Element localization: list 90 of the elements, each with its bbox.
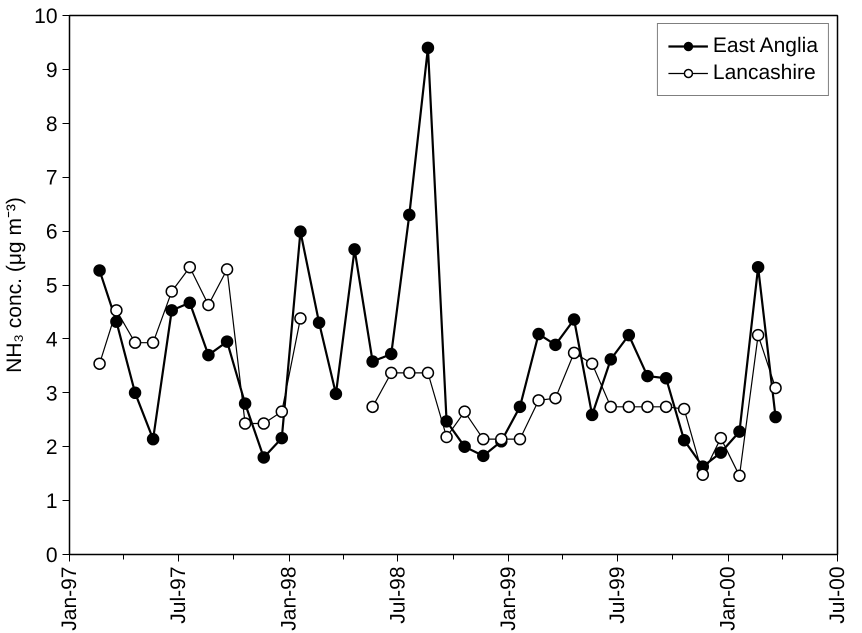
point — [146, 336, 160, 349]
point — [93, 357, 106, 370]
y-tick-label: 0 — [46, 544, 58, 567]
point — [366, 400, 379, 414]
point — [514, 400, 526, 414]
point — [514, 432, 526, 446]
y-tick-label: 3 — [46, 382, 58, 406]
point — [568, 346, 580, 360]
point — [422, 42, 434, 54]
point — [220, 263, 234, 276]
x-tick-label: Jul-98 — [386, 566, 410, 624]
point — [458, 405, 471, 418]
x-tick-label: Jan-99 — [497, 566, 520, 631]
point — [202, 348, 215, 362]
point — [622, 328, 636, 342]
point — [477, 450, 490, 462]
legend-label: East Anglia — [712, 34, 818, 58]
x-tick-label: Jul-97 — [166, 566, 190, 624]
point — [733, 425, 746, 438]
point — [403, 366, 416, 380]
point — [549, 392, 562, 404]
y-tick-label: 6 — [46, 220, 58, 244]
point — [769, 382, 782, 394]
point — [165, 304, 178, 317]
point — [641, 400, 654, 414]
point — [184, 296, 196, 310]
point — [403, 208, 416, 222]
point — [110, 304, 123, 317]
point — [641, 370, 654, 382]
point — [586, 408, 598, 422]
point — [532, 328, 545, 340]
x-tick-label: Jan-00 — [716, 566, 740, 631]
point — [678, 434, 690, 446]
point — [202, 298, 215, 312]
point — [714, 446, 728, 459]
point — [276, 405, 288, 418]
point — [258, 451, 270, 464]
point — [385, 366, 398, 380]
point — [276, 432, 288, 444]
point — [165, 285, 178, 298]
y-tick-label: 8 — [46, 112, 58, 136]
y-tick-label: 2 — [46, 436, 58, 460]
y-tick-label: 5 — [46, 274, 58, 298]
point — [312, 316, 326, 329]
point — [330, 388, 342, 400]
point — [678, 402, 690, 416]
point — [440, 415, 453, 428]
point — [752, 260, 764, 274]
x-tick-label: Jan-98 — [278, 566, 301, 631]
point — [714, 432, 728, 444]
point — [532, 394, 545, 407]
point — [294, 225, 307, 238]
point — [128, 386, 142, 400]
point — [604, 400, 618, 414]
y-tick-label: 4 — [46, 328, 58, 352]
point — [220, 335, 234, 348]
point — [458, 440, 471, 453]
y-tick-label: 1 — [46, 490, 58, 514]
point — [477, 432, 490, 446]
point — [440, 430, 453, 444]
point — [733, 470, 746, 482]
point — [258, 417, 270, 430]
point — [146, 432, 160, 446]
y-tick-label: 9 — [46, 58, 58, 82]
point — [622, 400, 636, 414]
point — [385, 348, 398, 360]
point — [238, 417, 252, 430]
point — [366, 355, 379, 368]
legend-label: Lancashire — [712, 61, 816, 85]
point — [495, 432, 508, 446]
point — [586, 357, 598, 370]
point — [422, 366, 434, 380]
point — [660, 400, 672, 414]
point — [752, 328, 764, 342]
y-axis-title: NH₃ conc. (μg m⁻³) — [3, 197, 26, 373]
point — [348, 243, 361, 256]
point — [128, 336, 142, 349]
point — [568, 313, 580, 326]
y-tick-label: 10 — [34, 5, 58, 28]
point — [660, 372, 672, 384]
point — [93, 264, 106, 277]
point — [294, 312, 307, 325]
y-tick-label: 7 — [46, 166, 58, 190]
point — [184, 260, 196, 274]
point — [604, 353, 618, 366]
point — [549, 338, 562, 352]
point — [769, 410, 782, 424]
x-tick-label: Jul-00 — [826, 566, 849, 624]
x-tick-label: Jan-97 — [58, 566, 81, 631]
x-tick-label: Jul-99 — [606, 566, 629, 624]
